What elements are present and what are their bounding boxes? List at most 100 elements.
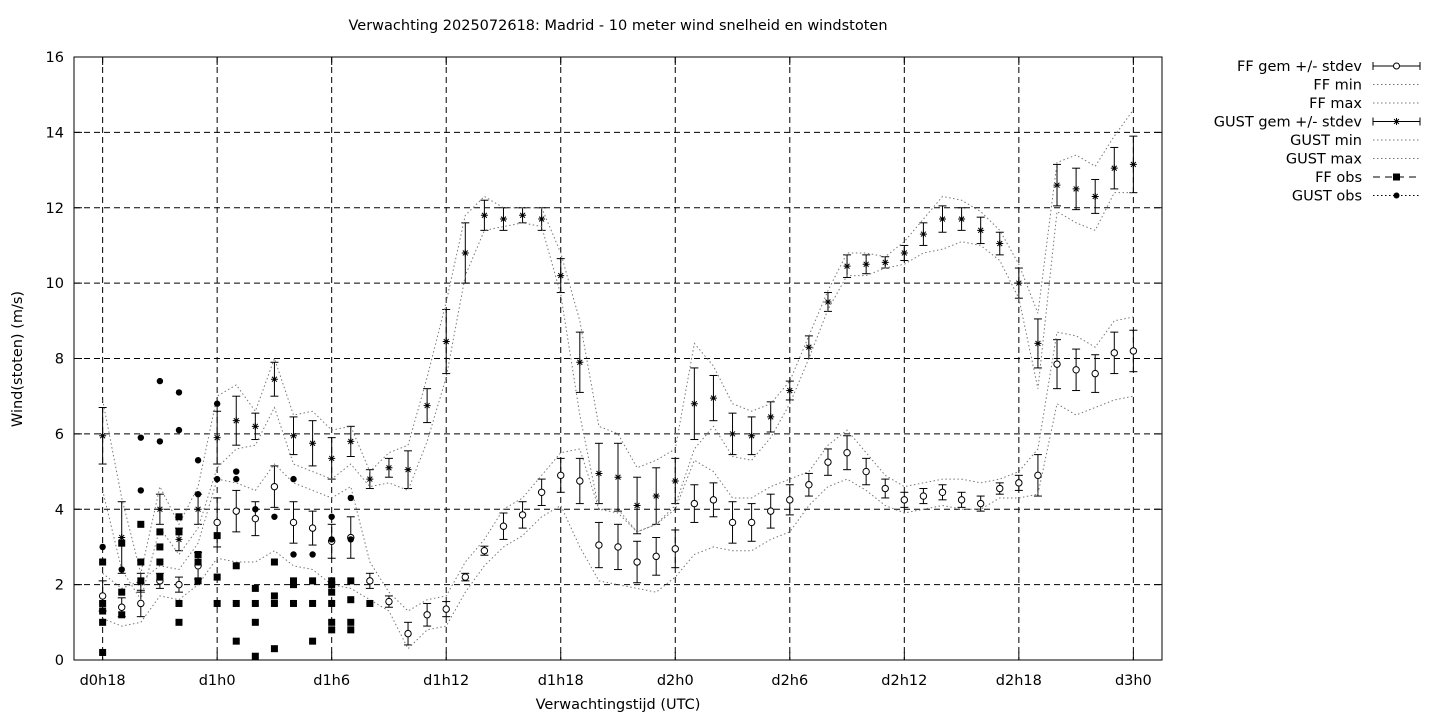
obs-point	[156, 377, 164, 385]
data-point	[232, 507, 240, 515]
data-point	[938, 215, 946, 223]
data-point	[461, 249, 469, 257]
x-tick-label: d1h0	[199, 673, 236, 689]
data-point	[652, 492, 660, 500]
obs-point	[347, 536, 354, 543]
data-point	[232, 417, 240, 425]
series-line	[102, 316, 1134, 612]
series-gust-max	[102, 109, 1134, 574]
obs-point	[99, 543, 106, 551]
obs-point	[232, 562, 240, 570]
obs-point	[233, 475, 240, 483]
data-point	[748, 432, 756, 440]
data-point	[557, 272, 565, 280]
obs-point	[213, 573, 221, 581]
data-point	[289, 518, 298, 527]
data-point	[98, 592, 107, 600]
obs-point	[194, 550, 202, 558]
data-point	[194, 505, 202, 513]
data-point	[595, 469, 603, 477]
data-point	[1072, 185, 1080, 193]
data-point	[461, 573, 469, 581]
obs-point	[137, 434, 145, 441]
obs-point	[213, 599, 221, 607]
data-point	[671, 545, 679, 553]
x-axis-label: Verwachtingstijd (UTC)	[535, 697, 701, 713]
data-point	[519, 211, 527, 219]
obs-point	[118, 611, 126, 619]
obs-point	[137, 558, 145, 566]
data-point	[213, 434, 221, 442]
series-gust-obs	[99, 377, 354, 573]
obs-point	[156, 438, 164, 445]
obs-point	[213, 400, 221, 407]
obs-point	[309, 599, 317, 607]
data-point	[1053, 360, 1061, 368]
data-point	[1015, 479, 1023, 487]
data-point	[1129, 160, 1137, 168]
legend-label: FF min	[1313, 78, 1362, 94]
data-point	[690, 400, 698, 408]
data-point	[595, 541, 603, 549]
data-point	[309, 439, 317, 447]
data-point	[728, 518, 737, 527]
legend-marker	[1393, 62, 1400, 70]
obs-point	[251, 599, 259, 607]
series-line	[102, 109, 1134, 574]
data-point	[709, 394, 717, 402]
data-point	[213, 518, 221, 527]
legend-label: FF obs	[1315, 170, 1362, 186]
obs-point	[328, 513, 335, 520]
data-point	[671, 477, 679, 485]
series-ff-gem-stdev	[98, 329, 1138, 646]
obs-point	[137, 520, 145, 528]
legend-marker	[1393, 173, 1400, 181]
obs-point	[309, 551, 316, 558]
obs-point	[328, 599, 336, 607]
data-point	[290, 432, 298, 440]
obs-point	[137, 487, 145, 494]
obs-point	[194, 577, 202, 585]
data-point	[786, 387, 794, 395]
data-point	[442, 338, 450, 346]
y-tick-label: 12	[46, 201, 64, 217]
obs-point	[290, 581, 298, 589]
data-point	[328, 454, 336, 462]
x-tick-label: d0h18	[80, 673, 126, 689]
data-point	[938, 488, 947, 496]
obs-point	[270, 599, 278, 607]
data-point	[805, 481, 813, 489]
data-point	[996, 484, 1004, 493]
data-point	[614, 543, 622, 551]
data-point	[1034, 339, 1042, 347]
data-point	[1091, 369, 1099, 378]
data-point	[499, 215, 507, 223]
data-point	[1129, 347, 1138, 355]
obs-point	[175, 599, 183, 607]
data-point	[251, 422, 259, 430]
obs-point	[347, 626, 355, 634]
x-tick-label: d3h0	[1115, 673, 1152, 689]
data-point	[958, 215, 966, 223]
series-gust-min	[102, 192, 1134, 601]
data-point	[347, 437, 355, 445]
obs-point	[156, 528, 164, 536]
data-point	[270, 482, 279, 491]
x-tick-label: d2h12	[881, 673, 927, 689]
data-point	[251, 514, 260, 523]
data-point	[537, 488, 546, 496]
obs-point	[99, 618, 107, 626]
obs-point	[137, 577, 145, 585]
data-point	[423, 402, 431, 410]
obs-point	[194, 490, 202, 498]
data-point	[538, 215, 546, 223]
y-tick-label: 14	[46, 125, 64, 141]
legend-label: GUST gem +/- stdev	[1214, 115, 1363, 131]
data-point	[576, 477, 584, 485]
x-tick-label: d1h6	[313, 673, 350, 689]
series-gust-gem-stdev	[98, 135, 1138, 593]
data-point	[1034, 471, 1042, 480]
obs-point	[156, 573, 164, 581]
data-point	[423, 611, 431, 619]
data-point	[118, 603, 126, 611]
